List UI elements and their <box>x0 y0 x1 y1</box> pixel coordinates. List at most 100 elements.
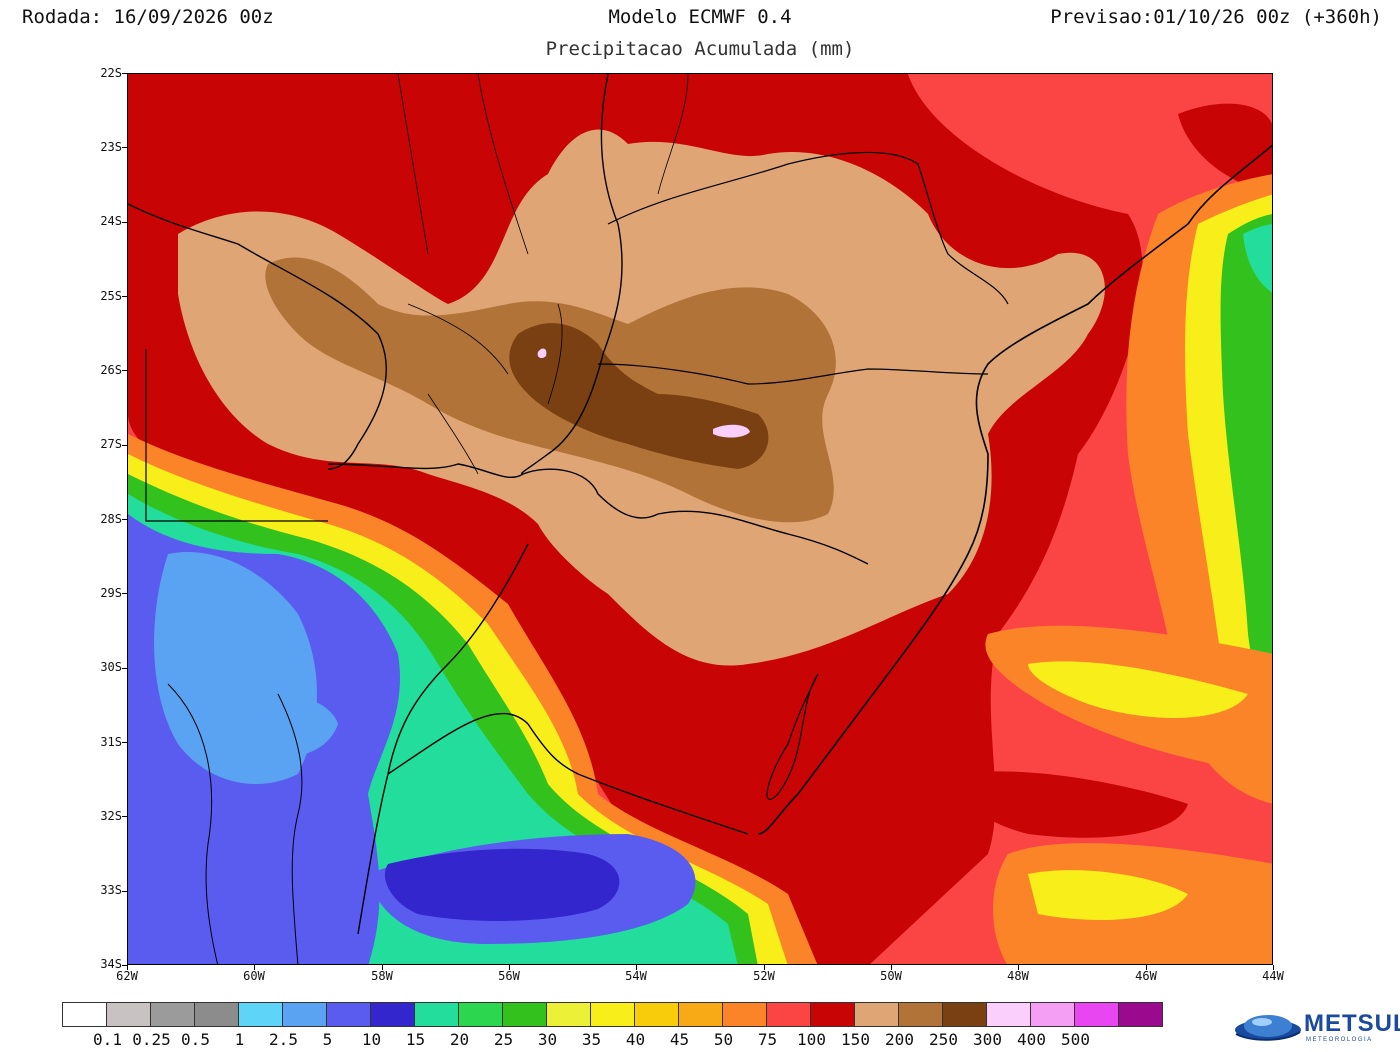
field-20-east <box>1243 224 1272 293</box>
lagoa-dos-patos <box>766 673 819 800</box>
lat-tick <box>122 890 127 892</box>
border-brazil-south <box>327 463 869 565</box>
legend-swatch <box>502 1002 547 1027</box>
legend-swatch <box>546 1002 591 1027</box>
border-ar-interior <box>167 683 219 964</box>
lat-label: 30S <box>100 660 122 674</box>
field-300 <box>713 424 750 438</box>
border-state-sc <box>597 363 989 385</box>
legend-swatch <box>282 1002 327 1027</box>
legend-swatch <box>326 1002 371 1027</box>
legend-swatch <box>810 1002 855 1027</box>
lon-tick <box>1145 965 1147 970</box>
border-paraguay <box>128 203 387 470</box>
lon-tick <box>1272 965 1274 970</box>
legend-swatch <box>370 1002 415 1027</box>
variable-subtitle: Precipitacao Acumulada (mm) <box>545 38 855 60</box>
lat-label: 29S <box>100 586 122 600</box>
legend-label: 500 <box>1061 1030 1090 1049</box>
lon-tick <box>1018 965 1020 970</box>
legend-label: 15 <box>405 1030 426 1049</box>
border-parana-river <box>521 74 623 475</box>
legend-label: 75 <box>757 1030 778 1049</box>
legend-swatch <box>1118 1002 1163 1027</box>
lat-label: 27S <box>100 437 122 451</box>
globe-icon <box>1235 1015 1301 1041</box>
lat-tick <box>122 964 127 966</box>
precipitation-map <box>127 73 1273 965</box>
lat-label: 23S <box>100 140 122 154</box>
lat-tick <box>122 73 127 74</box>
border-uruguay-north <box>387 712 749 835</box>
field-5 <box>248 695 338 758</box>
legend-label: 250 <box>929 1030 958 1049</box>
field-250 <box>509 323 769 469</box>
lat-tick <box>122 370 127 372</box>
lat-label: 26S <box>100 363 122 377</box>
legend-swatch <box>414 1002 459 1027</box>
legend-swatch <box>634 1002 679 1027</box>
field-100-patch <box>1178 103 1272 194</box>
lat-tick <box>122 667 127 669</box>
legend-label: 300 <box>973 1030 1002 1049</box>
lon-label: 60W <box>243 969 265 983</box>
lat-label: 32S <box>100 809 122 823</box>
lat-tick <box>122 221 127 223</box>
legend-label: 0.1 <box>93 1030 122 1049</box>
field-300 <box>537 348 547 359</box>
lat-tick <box>122 593 127 595</box>
forecast-time-label: Previsao:01/10/26 00z (+360h) <box>1050 6 1382 28</box>
lon-label: 62W <box>116 969 138 983</box>
legend-swatch <box>986 1002 1031 1027</box>
lat-label: 25S <box>100 289 122 303</box>
field-30-east <box>1220 214 1272 731</box>
border-argentina <box>145 349 328 522</box>
border-uruguay <box>357 543 529 935</box>
legend-label: 400 <box>1017 1030 1046 1049</box>
lon-tick <box>890 965 892 970</box>
legend-label: 1 <box>234 1030 245 1049</box>
lon-tick <box>381 965 383 970</box>
lon-tick <box>508 965 510 970</box>
admin-lines <box>397 74 689 475</box>
legend-swatch <box>678 1002 723 1027</box>
lat-tick <box>122 444 127 446</box>
legend-swatch <box>150 1002 195 1027</box>
legend-label: 25 <box>493 1030 514 1049</box>
legend-label: 20 <box>449 1030 470 1049</box>
lon-label: 56W <box>498 969 520 983</box>
field-100-patch <box>958 771 1188 838</box>
lat-tick <box>122 741 127 743</box>
field-40-east-south <box>1028 661 1248 718</box>
lat-label: 31S <box>100 735 122 749</box>
lat-label: 24S <box>100 214 122 228</box>
lon-label: 58W <box>371 969 393 983</box>
legend-label: 2.5 <box>269 1030 298 1049</box>
lon-label: 54W <box>625 969 647 983</box>
legend-swatch <box>194 1002 239 1027</box>
logo-tagline: METEOROLOGIA <box>1306 1037 1373 1043</box>
legend-label: 10 <box>361 1030 382 1049</box>
legend-swatch <box>1074 1002 1119 1027</box>
legend-swatch <box>238 1002 283 1027</box>
coastline <box>757 144 1272 835</box>
lat-tick <box>122 147 127 149</box>
color-legend <box>62 1002 1163 1027</box>
field-40-east-south2 <box>1028 870 1188 920</box>
lat-tick <box>122 295 127 297</box>
lon-tick <box>763 965 765 970</box>
legend-label: 50 <box>713 1030 734 1049</box>
legend-label: 30 <box>537 1030 558 1049</box>
lon-tick <box>127 965 128 970</box>
border-ar-interior <box>277 693 303 964</box>
legend-label: 0.25 <box>132 1030 171 1049</box>
legend-label: 45 <box>669 1030 690 1049</box>
legend-label: 100 <box>797 1030 826 1049</box>
lat-label: 28S <box>100 512 122 526</box>
run-time-label: Rodada: 16/09/2026 00z <box>22 6 274 28</box>
legend-label: 40 <box>625 1030 646 1049</box>
lat-label: 33S <box>100 883 122 897</box>
legend-swatch <box>458 1002 503 1027</box>
legend-label: 150 <box>841 1030 870 1049</box>
legend-label: 0.5 <box>181 1030 210 1049</box>
